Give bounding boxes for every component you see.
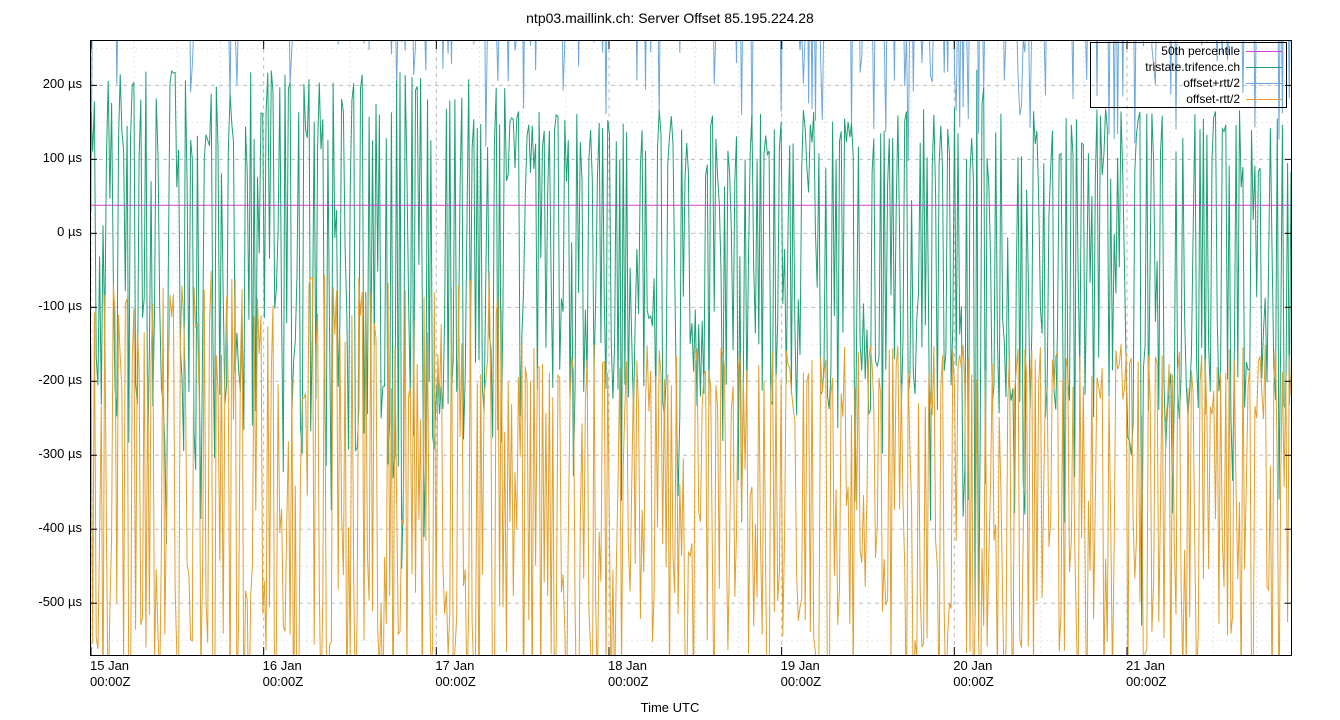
x-tick-label-date: 21 Jan xyxy=(1126,658,1165,673)
x-tick-label-time: 00:00Z xyxy=(608,674,648,689)
x-tick-label-date: 18 Jan xyxy=(608,658,647,673)
legend-item: 50th percentile xyxy=(1091,43,1286,59)
legend-label: tristate.trifence.ch xyxy=(1145,60,1240,74)
x-tick-label-time: 00:00Z xyxy=(90,674,130,689)
x-tick-label-time: 00:00Z xyxy=(435,674,475,689)
legend: 50th percentile tristate.trifence.ch offse… xyxy=(1090,42,1287,108)
x-tick-label-time: 00:00Z xyxy=(781,674,821,689)
x-tick-label-date: 19 Jan xyxy=(781,658,820,673)
legend-item: offset-rtt/2 xyxy=(1091,91,1286,107)
y-tick-label: -500 µs xyxy=(38,594,82,609)
legend-label: offset-rtt/2 xyxy=(1186,92,1240,106)
x-tick-label-time: 00:00Z xyxy=(1126,674,1166,689)
x-tick-label-time: 00:00Z xyxy=(263,674,303,689)
x-axis-label: Time UTC xyxy=(0,700,1340,715)
y-tick-label: 0 µs xyxy=(57,224,82,239)
y-tick-label: -400 µs xyxy=(38,520,82,535)
y-tick-label: -300 µs xyxy=(38,446,82,461)
legend-item: tristate.trifence.ch xyxy=(1091,59,1286,75)
legend-swatch xyxy=(1246,99,1282,100)
x-tick-label-date: 20 Jan xyxy=(953,658,992,673)
x-tick-label-date: 15 Jan xyxy=(90,658,129,673)
y-tick-label: 100 µs xyxy=(43,150,82,165)
y-tick-label: -100 µs xyxy=(38,298,82,313)
legend-label: 50th percentile xyxy=(1161,44,1240,58)
legend-swatch xyxy=(1246,67,1282,68)
chart-container: ntp03.maillink.ch: Server Offset 85.195.… xyxy=(0,0,1340,720)
y-tick-label: -200 µs xyxy=(38,372,82,387)
plot-area xyxy=(90,40,1292,656)
legend-label: offset+rtt/2 xyxy=(1183,76,1240,90)
x-tick-label-date: 17 Jan xyxy=(435,658,474,673)
y-tick-label: 200 µs xyxy=(43,76,82,91)
legend-item: offset+rtt/2 xyxy=(1091,75,1286,91)
x-tick-label-time: 00:00Z xyxy=(953,674,993,689)
legend-swatch xyxy=(1246,83,1282,84)
legend-swatch xyxy=(1246,51,1282,52)
chart-title: ntp03.maillink.ch: Server Offset 85.195.… xyxy=(0,10,1340,26)
x-tick-label-date: 16 Jan xyxy=(263,658,302,673)
